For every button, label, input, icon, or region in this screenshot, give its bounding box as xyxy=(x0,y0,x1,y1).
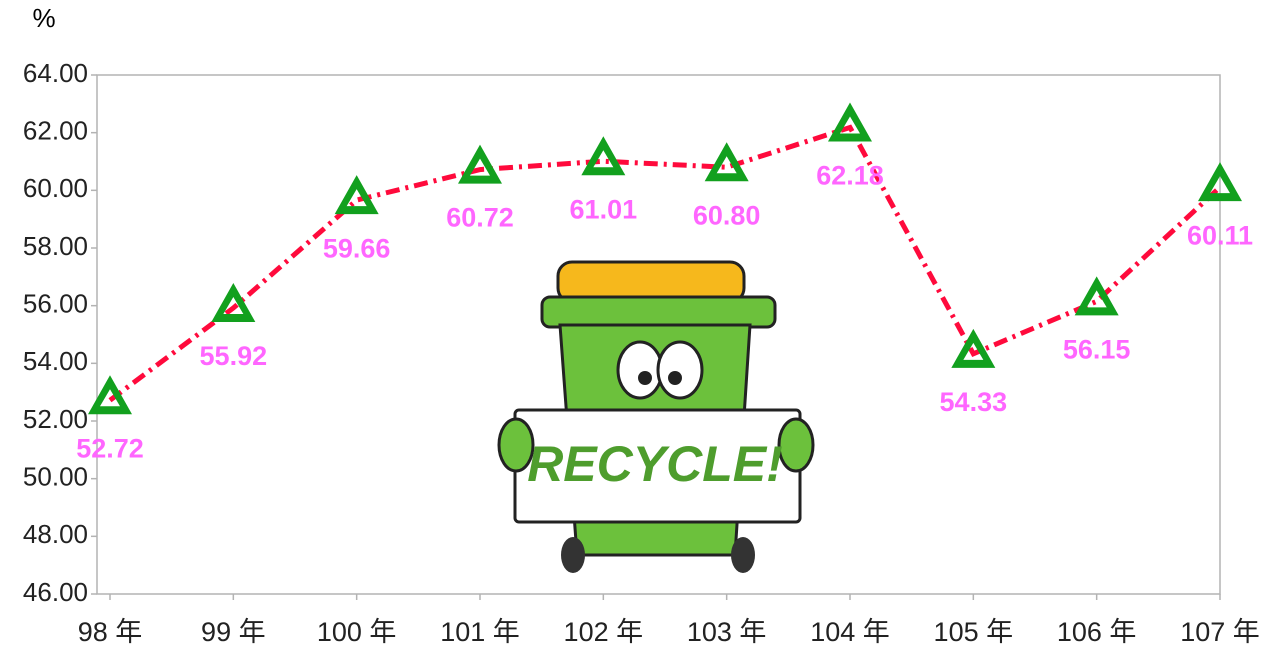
y-tick-label: 46.00 xyxy=(23,577,88,607)
y-axis-label: % xyxy=(32,3,55,33)
x-tick-label: 101 年 xyxy=(440,617,520,647)
x-tick-label: 102 年 xyxy=(564,617,644,647)
data-label: 60.72 xyxy=(446,203,514,233)
bin-wheel xyxy=(731,537,755,573)
bin-eye xyxy=(656,340,704,400)
recycle-marker xyxy=(211,282,256,322)
bin-pupil xyxy=(668,371,682,385)
plot-frame xyxy=(96,74,1221,595)
y-tick-label: 48.00 xyxy=(23,519,88,549)
data-line xyxy=(108,124,1222,403)
bin-eye xyxy=(616,340,664,400)
x-tick-label: 106 年 xyxy=(1057,617,1137,647)
recycle-marker xyxy=(951,328,996,368)
bin-wheel xyxy=(561,537,585,573)
x-tick-label: 103 年 xyxy=(687,617,767,647)
x-tick-label: 98 年 xyxy=(78,617,143,647)
recycle-marker xyxy=(334,175,379,215)
data-label: 61.01 xyxy=(570,194,638,224)
bin-pupil xyxy=(638,371,652,385)
x-tick-label: 104 年 xyxy=(810,617,890,647)
y-tick-label: 62.00 xyxy=(23,116,88,146)
y-tick-label: 52.00 xyxy=(23,404,88,434)
data-label: 55.92 xyxy=(200,341,268,371)
recycle-marker xyxy=(458,144,502,184)
y-tick-label: 58.00 xyxy=(23,231,88,261)
y-tick-label: 56.00 xyxy=(23,289,88,319)
y-tick-label: 64.00 xyxy=(23,58,88,88)
recycle-marker xyxy=(1198,162,1242,202)
data-label: 60.11 xyxy=(1187,220,1253,250)
sign-text: RECYCLE! xyxy=(527,436,783,492)
y-tick-label: 54.00 xyxy=(23,346,88,376)
data-label: 54.33 xyxy=(940,387,1008,417)
y-tick-label: 50.00 xyxy=(23,462,88,492)
data-label: 56.15 xyxy=(1063,334,1131,364)
recycle-marker xyxy=(828,102,872,142)
recycle-marker xyxy=(704,142,749,182)
recycle-bin-illustration: RECYCLE! xyxy=(497,260,815,573)
y-tick-label: 60.00 xyxy=(23,173,88,203)
bin-hand xyxy=(497,417,535,473)
data-label: 62.18 xyxy=(816,161,884,191)
data-label: 59.66 xyxy=(323,233,391,263)
x-tick-label: 99 年 xyxy=(201,617,266,647)
x-tick-label: 105 年 xyxy=(934,617,1014,647)
data-label: 60.80 xyxy=(693,200,761,230)
data-label: 52.72 xyxy=(76,433,144,463)
x-tick-label: 107 年 xyxy=(1180,617,1260,647)
bin-hand xyxy=(777,417,815,473)
x-tick-label: 100 年 xyxy=(317,617,397,647)
bin-rim xyxy=(540,295,777,329)
recycle-marker xyxy=(581,136,626,176)
recycle-marker xyxy=(88,375,132,415)
recycle-marker xyxy=(1074,276,1119,316)
